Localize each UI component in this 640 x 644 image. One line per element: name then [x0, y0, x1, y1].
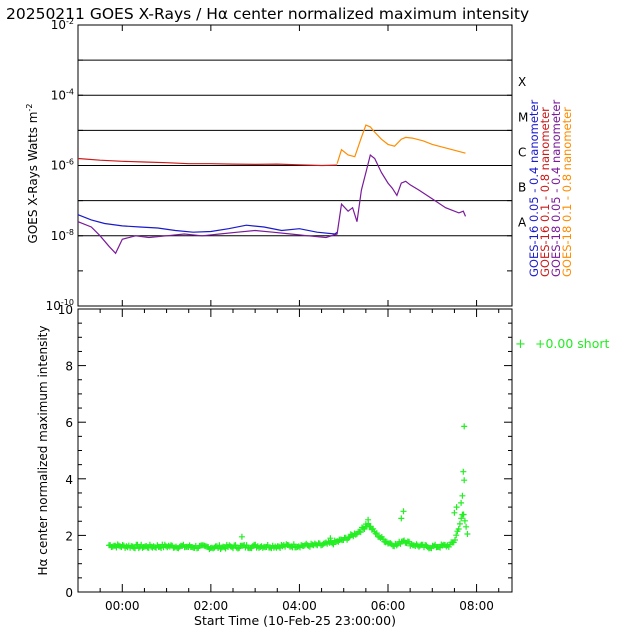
flare-class-label: M	[518, 110, 528, 124]
halpha-data-point	[373, 530, 380, 537]
goes-y-tick-label: 10-2	[51, 17, 74, 32]
halpha-data-point	[463, 523, 470, 530]
halpha-data-point	[458, 515, 465, 522]
halpha-legend-label: +0.00 short	[535, 336, 610, 351]
halpha-intensity-panel: 0 2 4 6 8 10 00:00 02:00 04:00 06:00 08:00 Start Ti…	[36, 303, 610, 628]
halpha-data-point	[453, 532, 460, 539]
halpha-y-tick-label: 0	[65, 586, 73, 600]
x-tick-label: 04:00	[282, 599, 317, 613]
goes-series-line	[336, 124, 466, 164]
halpha-data-point	[400, 508, 407, 515]
halpha-data-point	[238, 533, 245, 540]
flare-class-label: B	[518, 181, 526, 195]
x-tick-label: 06:00	[371, 599, 406, 613]
halpha-data-point	[365, 516, 372, 523]
goes-y-tick-label: 10-4	[51, 87, 74, 102]
x-axis-label: Start Time (10-Feb-25 23:00:00)	[194, 613, 396, 628]
flare-class-label: A	[518, 216, 527, 230]
halpha-data-point	[455, 526, 462, 532]
page-title: 20250211 GOES X-Rays / Hα center normali…	[6, 5, 529, 23]
halpha-legend-marker: +	[515, 337, 526, 352]
goes-xray-panel: 10-2 10-4 10-6 10-8 10-10 GOES X-Rays Watts m…	[25, 17, 574, 313]
goes-y-tick-label: 10-6	[51, 158, 74, 173]
halpha-data-point	[458, 499, 465, 506]
halpha-data-point	[461, 423, 468, 430]
halpha-data-point	[370, 525, 377, 532]
x-tick-label: 02:00	[194, 599, 229, 613]
halpha-y-tick-label: 8	[65, 360, 73, 374]
flare-class-label: C	[518, 145, 526, 159]
halpha-y-tick-label: 2	[65, 529, 73, 543]
halpha-data-point	[380, 536, 386, 542]
halpha-data-point	[398, 515, 405, 522]
halpha-data-point	[290, 541, 297, 548]
halpha-data-point	[452, 537, 458, 543]
halpha-data-point	[460, 511, 467, 518]
goes-legend-entry: GOES-16 0.1 - 0.8 nanometer	[538, 107, 552, 277]
halpha-y-axis-label: Hα center normalized maximum intensity	[36, 326, 50, 576]
goes-legend-entry: GOES-18 0.1 - 0.8 nanometer	[560, 107, 574, 277]
halpha-data-point	[336, 536, 343, 543]
x-tick-label: 08:00	[459, 599, 494, 613]
halpha-data-point	[345, 535, 352, 541]
halpha-y-tick-label: 10	[58, 303, 73, 317]
goes-y-tick-label: 10-10	[46, 298, 74, 313]
halpha-data-point	[461, 477, 468, 484]
halpha-data-point	[357, 529, 364, 536]
halpha-data-point	[464, 531, 471, 537]
halpha-data-point	[456, 520, 463, 527]
halpha-data-point	[461, 517, 468, 524]
goes-y-tick-label: 10-8	[51, 228, 74, 243]
halpha-y-tick-label: 6	[65, 416, 73, 430]
goes-series-line	[77, 153, 467, 255]
halpha-data-point	[362, 521, 369, 528]
x-tick-label: 00:00	[105, 599, 140, 613]
goes-legend-entry: GOES-16 0.05 - 0.4 nanometer	[527, 100, 541, 278]
goes-series-line	[77, 214, 338, 235]
halpha-y-tick-label: 4	[65, 473, 73, 487]
flare-class-label: X	[518, 75, 526, 89]
halpha-data-point	[327, 535, 334, 542]
goes-y-axis-label: GOES X-Rays Watts m-2	[25, 104, 40, 244]
halpha-data-point	[459, 492, 466, 499]
halpha-data-point	[451, 509, 458, 516]
halpha-data-point	[460, 468, 467, 475]
goes-legend-entry: GOES-18 0.05 - 0.4 nanometer	[549, 100, 563, 278]
goes-series-line	[77, 157, 338, 167]
halpha-data-point	[453, 504, 460, 511]
halpha-data-point	[393, 542, 400, 549]
